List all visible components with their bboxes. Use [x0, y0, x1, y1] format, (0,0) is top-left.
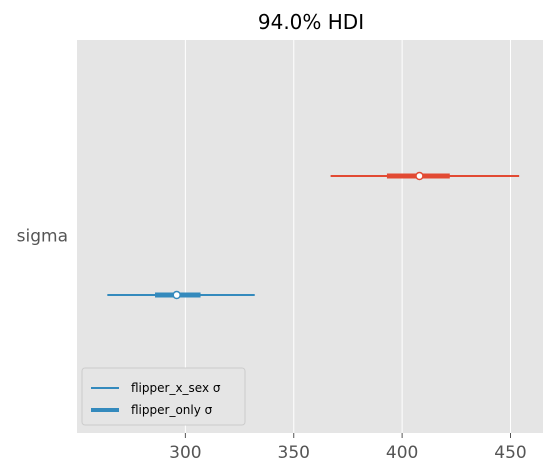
x-tick-label: 450: [494, 443, 526, 463]
x-tick-label: 350: [278, 443, 310, 463]
legend: flipper_x_sex σ flipper_only σ: [81, 367, 246, 426]
point-estimate: [172, 290, 181, 300]
legend-label: flipper_x_sex σ: [131, 381, 221, 395]
x-tick-label: 400: [386, 443, 418, 463]
legend-label: flipper_only σ: [131, 403, 213, 417]
chart-title: 94.0% HDI: [258, 10, 364, 34]
legend-box: [81, 367, 246, 426]
x-tick-label: 300: [169, 443, 201, 463]
x-axis: 300 350 400 450: [169, 433, 527, 463]
series-marks: [107, 171, 520, 300]
y-axis: sigma: [17, 227, 68, 247]
y-tick-label: sigma: [17, 227, 68, 247]
point-estimate: [415, 171, 424, 181]
